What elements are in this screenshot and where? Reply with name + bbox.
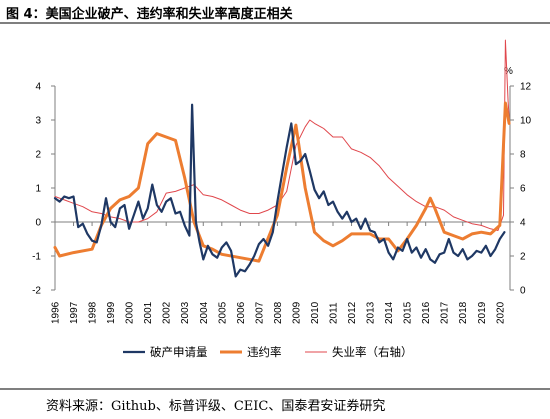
y-left-tick-label: 2 <box>35 150 41 161</box>
x-tick-label: 2012 <box>347 301 358 324</box>
x-tick-label: 2017 <box>440 301 451 324</box>
x-tick-label: 2000 <box>125 301 136 324</box>
x-tick-label: 1996 <box>51 301 62 324</box>
title-divider <box>0 22 550 24</box>
y-right-tick-label: 10 <box>520 116 532 127</box>
source-divider <box>0 388 550 390</box>
y-left-tick-label: 1 <box>35 184 41 195</box>
unemployment-rate-line <box>54 39 510 231</box>
x-tick-label: 2019 <box>477 301 488 324</box>
legend-label: 失业率（右轴） <box>332 345 413 359</box>
y-right-tick-label: 8 <box>520 150 526 161</box>
x-tick-label: 2009 <box>291 301 302 324</box>
x-tick-label: 1998 <box>88 301 99 324</box>
series-layer <box>53 39 511 278</box>
x-tick-label: 2010 <box>310 301 321 324</box>
y-right-tick-label: 6 <box>520 184 526 195</box>
y-right-tick-label: 4 <box>520 218 526 229</box>
x-tick-label: 2008 <box>273 301 284 324</box>
legend-default-rate: 违约率 <box>220 345 282 359</box>
x-tick-label: 2002 <box>162 301 173 324</box>
x-tick-label: 1999 <box>106 301 117 324</box>
legend-label: 违约率 <box>247 345 282 359</box>
x-tick-label: 2006 <box>236 301 247 324</box>
y-right-tick-label: 0 <box>520 286 526 297</box>
x-tick-label: 2018 <box>458 301 469 324</box>
x-tick-label: 2013 <box>366 301 377 324</box>
legend-bankruptcy: 破产申请量 <box>123 345 208 359</box>
x-tick-label: 2014 <box>384 301 395 324</box>
y-right-tick-label: 2 <box>520 252 526 263</box>
y-left-tick-label: 3 <box>35 116 41 127</box>
x-tick-label: 2004 <box>199 301 210 324</box>
x-tick-label: 2011 <box>329 302 340 324</box>
y-right-tick-label: 12 <box>520 82 532 93</box>
y-left-tick-label: 4 <box>35 82 41 93</box>
y-left-tick-label: 0 <box>35 218 41 229</box>
source-note: 资料来源：Github、标普评级、CEIC、国泰君安证券研究 <box>46 399 386 414</box>
x-tick-label: 2005 <box>217 301 228 324</box>
legend-unemployment: 失业率（右轴） <box>305 345 413 359</box>
x-tick-label: 2015 <box>403 301 414 324</box>
x-tick-label: 2016 <box>421 301 432 324</box>
y-right-unit: % <box>504 66 513 77</box>
x-tick-label: 2003 <box>180 301 191 324</box>
y-left-tick-label: -1 <box>32 252 41 263</box>
figure-title: 图 4：美国企业破产、违约率和失业率高度正相关 <box>6 7 293 22</box>
x-tick-label: 1997 <box>69 301 80 324</box>
legend-label: 破产申请量 <box>150 345 208 359</box>
legend: 破产申请量 违约率 失业率（右轴） <box>123 345 413 359</box>
x-tick-label: 2020 <box>495 301 506 324</box>
x-tick-label: 2001 <box>143 301 154 324</box>
bankruptcy-filings-line <box>53 103 506 278</box>
x-tick-label: 2007 <box>254 301 265 324</box>
y-left-tick-label: -2 <box>32 286 41 297</box>
default-rate-line <box>53 101 511 263</box>
